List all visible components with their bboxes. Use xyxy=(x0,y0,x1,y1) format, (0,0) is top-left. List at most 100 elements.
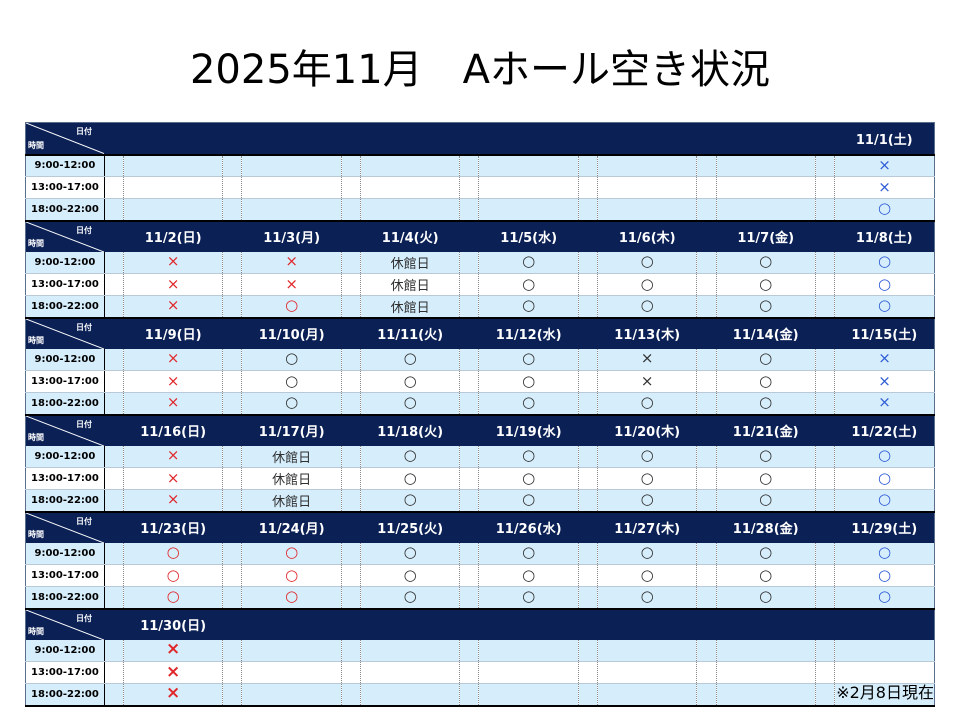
spacer-cell xyxy=(341,273,361,296)
spacer-cell xyxy=(104,542,124,565)
spacer-cell xyxy=(104,392,124,416)
week-header-row: 日付 時間 11/9(日) 11/10(月) 11/11(火) 11/12(水) 11/13… xyxy=(25,317,935,349)
available-mark: ○ xyxy=(877,296,892,315)
time-slot-row: 18:00-22:00 ○ ○ ○ ○ ○ ○ ○ xyxy=(25,586,935,610)
spacer-cell xyxy=(222,542,243,565)
availability-cell: ○ xyxy=(123,586,224,610)
time-slot-row: 9:00-12:00 × × 休館日 ○ ○ ○ ○ xyxy=(25,251,935,274)
date-header-cell: 11/20(木) xyxy=(614,425,681,440)
week-header-row: 日付 時間 11/1(土) xyxy=(25,122,935,156)
availability-cell: ○ xyxy=(241,542,342,565)
available-mark: ○ xyxy=(403,393,417,412)
spacer-cell xyxy=(104,348,124,371)
availability-cell: 休館日 xyxy=(360,273,461,296)
available-mark: ○ xyxy=(522,349,536,368)
availability-cell xyxy=(241,661,342,684)
spacer-cell xyxy=(815,661,836,684)
availability-cell: ○ xyxy=(360,586,461,610)
time-slot-row: 13:00-17:00 × xyxy=(25,661,935,684)
availability-cell xyxy=(123,154,224,177)
spacer-cell xyxy=(223,512,242,543)
availability-cell: 休館日 xyxy=(360,251,461,274)
corner-date-label: 日付 xyxy=(76,613,92,623)
availability-cell: ○ xyxy=(597,586,698,610)
spacer-cell xyxy=(815,122,835,156)
availability-cell: ○ xyxy=(597,564,698,587)
spacer-cell xyxy=(341,445,361,468)
corner-date-label: 日付 xyxy=(76,127,92,136)
availability-cell xyxy=(478,154,579,177)
spacer-cell xyxy=(222,295,243,319)
availability-cell: ○ xyxy=(716,445,816,468)
availability-cell: × xyxy=(123,467,224,490)
available-mark: ○ xyxy=(285,565,299,584)
spacer-cell xyxy=(460,221,479,252)
date-header-cell xyxy=(716,122,816,156)
date-header-cell: 11/25(火) xyxy=(377,522,444,537)
date-header-cell xyxy=(360,609,459,640)
spacer-cell xyxy=(104,273,124,296)
spacer-cell xyxy=(696,392,717,416)
spacer-cell xyxy=(222,122,242,156)
availability-cell: ○ xyxy=(834,489,935,513)
spacer-cell xyxy=(696,445,717,468)
spacer-cell xyxy=(815,251,836,274)
spacer-cell xyxy=(459,467,480,490)
spacer-cell xyxy=(697,415,716,446)
spacer-cell xyxy=(578,564,598,587)
availability-cell xyxy=(360,661,461,684)
available-mark: ○ xyxy=(522,296,536,315)
date-header-cell: 11/30(日) xyxy=(140,619,207,634)
available-mark: ○ xyxy=(403,468,417,487)
spacer-cell xyxy=(578,586,598,610)
available-mark: ○ xyxy=(759,446,773,465)
available-mark: ○ xyxy=(285,296,299,315)
corner-diagonal-line xyxy=(26,221,104,252)
spacer-cell xyxy=(104,661,124,684)
week-header-row: 日付 時間 11/2(日) 11/3(月) 11/4(火) 11/5(水) 11/6(木) 1… xyxy=(25,220,935,252)
spacer-cell xyxy=(696,467,717,490)
spacer-cell xyxy=(696,122,716,156)
availability-cell xyxy=(360,154,461,177)
available-mark: ○ xyxy=(166,565,180,584)
time-slot-row: 9:00-12:00 ○ ○ ○ ○ ○ ○ ○ xyxy=(25,542,935,565)
spacer-cell xyxy=(459,122,479,156)
spacer-cell xyxy=(222,154,243,177)
spacer-cell xyxy=(341,295,361,319)
spacer-cell xyxy=(696,251,717,274)
closed-day-label: 休館日 xyxy=(272,473,312,488)
availability-cell xyxy=(241,176,342,199)
spacer-cell xyxy=(696,661,717,684)
corner-header-cell: 日付 時間 xyxy=(26,221,105,252)
availability-cell xyxy=(716,661,816,684)
availability-cell xyxy=(597,639,698,662)
booked-mark: × xyxy=(166,274,180,293)
availability-cell: ○ xyxy=(241,586,342,610)
corner-header: 日付 時間 xyxy=(26,123,104,153)
time-slot-label: 9:00-12:00 xyxy=(25,154,105,177)
available-mark: ○ xyxy=(403,446,417,465)
availability-cell: 休館日 xyxy=(360,295,461,319)
booked-mark: × xyxy=(166,446,180,465)
availability-cell: ○ xyxy=(716,295,816,319)
availability-cell: ○ xyxy=(478,445,579,468)
time-slot-label: 13:00-17:00 xyxy=(25,176,105,199)
availability-cell xyxy=(478,198,579,222)
available-mark: ○ xyxy=(403,349,417,368)
spacer-cell xyxy=(341,683,361,707)
availability-cell: × xyxy=(123,251,224,274)
availability-cell: ○ xyxy=(478,542,579,565)
spacer-cell xyxy=(104,683,124,707)
spacer-cell xyxy=(104,609,123,640)
spacer-cell xyxy=(341,489,361,513)
date-header-cell: 11/2(日) xyxy=(144,231,202,246)
corner-header: 日付 時間 xyxy=(26,609,104,640)
spacer-cell xyxy=(815,370,836,393)
availability-cell xyxy=(834,683,935,707)
spacer-cell xyxy=(578,273,598,296)
spacer-cell xyxy=(815,392,836,416)
date-header-cell: 11/16(日) xyxy=(140,425,207,440)
spacer-cell xyxy=(341,198,361,222)
date-header-cell: 11/23(日) xyxy=(140,522,207,537)
spacer-cell xyxy=(696,295,717,319)
